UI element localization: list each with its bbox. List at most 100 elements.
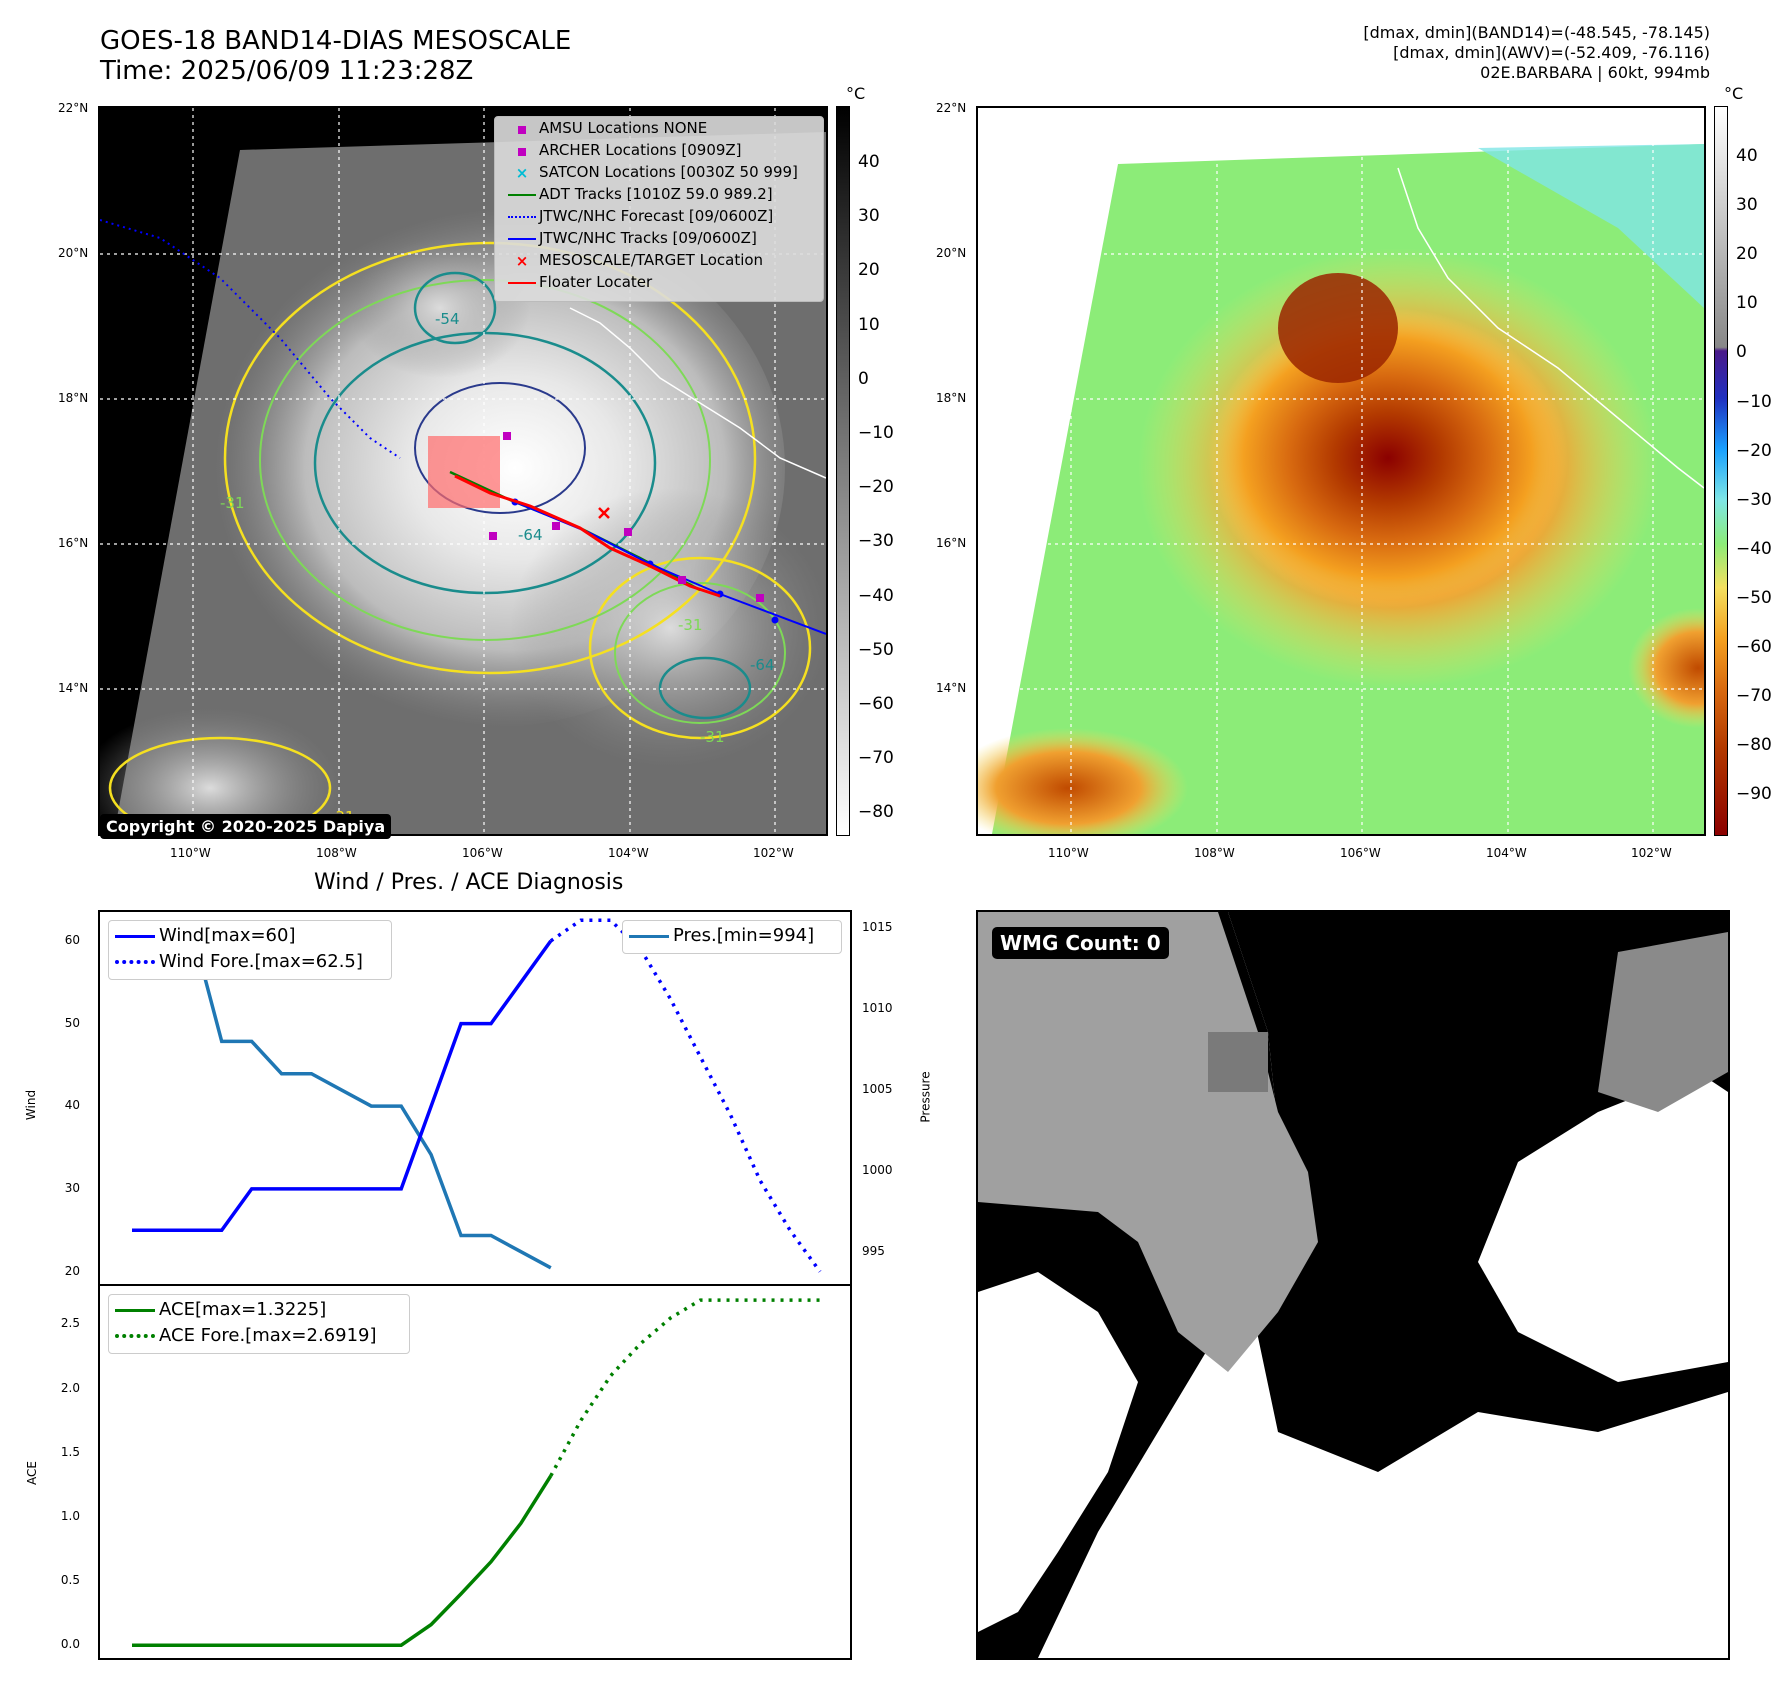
colorbar-tick: 20 [858,260,880,281]
axis-tick: 1015 [862,920,893,935]
color-colorbar [1714,106,1728,836]
wmg-image [978,912,1728,1658]
storm-info: 02E.BARBARA | 60kt, 994mb [1480,63,1710,82]
colorbar-tick: −90 [1736,784,1772,805]
colorbar-tick: 0 [1736,342,1747,363]
colorbar-tick: 30 [1736,195,1758,216]
colorbar-unit: °C [846,84,866,103]
colorbar-tick: 30 [858,206,880,227]
contour-label: -31 [220,494,245,512]
axis-tick: 0.0 [60,1637,80,1652]
forecast-track [100,219,401,459]
ace-plot [132,1298,820,1647]
colorbar-tick: −60 [858,694,894,714]
axis-tick: 2.0 [60,1380,80,1395]
archer-markers [489,432,764,602]
colorbar-tick: −20 [1736,440,1772,461]
wind-pressure-panel: Wind[max=60] Wind Fore.[max=62.5] Pres.[… [98,910,852,1286]
gridlines [978,108,1704,834]
axis-tick: 20 [64,1263,80,1278]
pressure-ylabel: Pressure [918,1071,933,1123]
axis-tick: 60 [64,932,80,947]
color-map-panel [976,106,1706,836]
wind-forecast-line [549,918,822,1273]
axis-tick: 40 [64,1098,80,1113]
wind-line [132,939,553,1233]
lat-label: 14°N [58,681,89,695]
colorbar-tick: 40 [858,152,880,172]
colorbar-unit: °C [1724,84,1744,103]
lat-label: 22°N [936,101,967,115]
pressure-legend: Pres.[min=994] [622,920,842,954]
wmg-panel [976,910,1730,1660]
axis-tick: 50 [64,1015,80,1030]
axis-tick: 0.5 [60,1573,80,1588]
colorbar-tick: −70 [1736,686,1772,707]
target-marker [598,507,610,519]
lat-label: 20°N [58,246,89,260]
coastline [1397,167,1704,489]
storm-core [1208,308,1568,608]
axis-tick: 1005 [862,1081,893,1096]
colorbar-tick: −30 [858,531,894,552]
lon-label: 106°W [1340,846,1381,860]
colorbar-tick: 40 [1736,146,1758,166]
lat-label: 22°N [58,101,89,115]
colorbar-tick: −30 [1736,489,1772,510]
ir-map-panel: -54 -64 -31 -31 -31 -64 -31 AMSU Locatio… [98,106,828,836]
ir-map-image [100,108,826,834]
lon-label: 110°W [170,846,211,860]
lon-label: 108°W [316,846,357,860]
contour-label: -64 [518,526,543,544]
ace-panel: ACE[max=1.3225] ACE Fore.[max=2.6919] [98,1284,852,1660]
wmg-gray-region [978,912,1318,1372]
lat-label: 14°N [936,681,967,695]
axis-tick: 1.5 [60,1444,80,1459]
floater-box [428,436,500,508]
axis-tick: 1.0 [60,1508,80,1523]
lat-label: 16°N [936,536,967,550]
contour-navy [414,382,586,514]
legend-item: Floater Locater [505,271,652,293]
lat-label: 16°N [58,536,89,550]
wmg-white-region [1478,1072,1728,1382]
map-legend: AMSU Locations NONE ARCHER Locations [09… [494,116,824,302]
colorbar-tick: −40 [1736,538,1772,559]
lon-label: 108°W [1194,846,1235,860]
figure-time: Time: 2025/06/09 11:23:28Z [100,56,474,86]
axis-tick: 1010 [862,1001,893,1016]
ace-line [132,1474,553,1647]
colorbar-tick: 10 [1736,293,1758,314]
lat-label: 18°N [936,391,967,405]
figure-title: GOES-18 BAND14-DIAS MESOSCALE [100,26,572,56]
contour-label: -31 [700,728,725,746]
contour-green [259,279,711,641]
lon-label: 102°W [1631,846,1672,860]
contour-label: -64 [750,656,775,674]
contour-yellow [223,241,757,675]
colorbar-tick: −50 [858,639,894,660]
contour-label: -54 [435,310,460,328]
colorbar-tick: −20 [858,477,894,498]
axis-tick: 1000 [862,1162,893,1177]
wind-legend: Wind[max=60] Wind Fore.[max=62.5] [108,920,392,980]
awv-range: [dmax, dmin](AWV)=(-52.409, -76.116) [1393,43,1710,62]
colorbar-tick: 0 [858,368,869,389]
lon-label: 110°W [1048,846,1089,860]
lat-label: 20°N [936,246,967,260]
colorbar-tick: −80 [1736,735,1772,756]
coastline [569,307,826,479]
ace-ylabel: ACE [24,1461,39,1485]
legend-item: ARCHER Locations [0909Z] [505,139,742,161]
axis-tick: 30 [64,1180,80,1195]
colorbar-tick: −10 [1736,391,1772,412]
wind-ylabel: Wind [24,1089,39,1121]
band14-range: [dmax, dmin](BAND14)=(-48.545, -78.145) [1363,23,1710,42]
legend-item: JTWC/NHC Tracks [09/0600Z] [505,227,757,249]
legend-item: × MESOSCALE/TARGET Location [515,251,764,270]
legend-item: × SATCON Locations [0030Z 50 999] [515,163,798,182]
wmg-count-badge: WMG Count: 0 [992,927,1169,959]
axis-tick: 2.5 [60,1316,80,1331]
colorbar-tick: −50 [1736,587,1772,608]
lon-label: 106°W [462,846,503,860]
